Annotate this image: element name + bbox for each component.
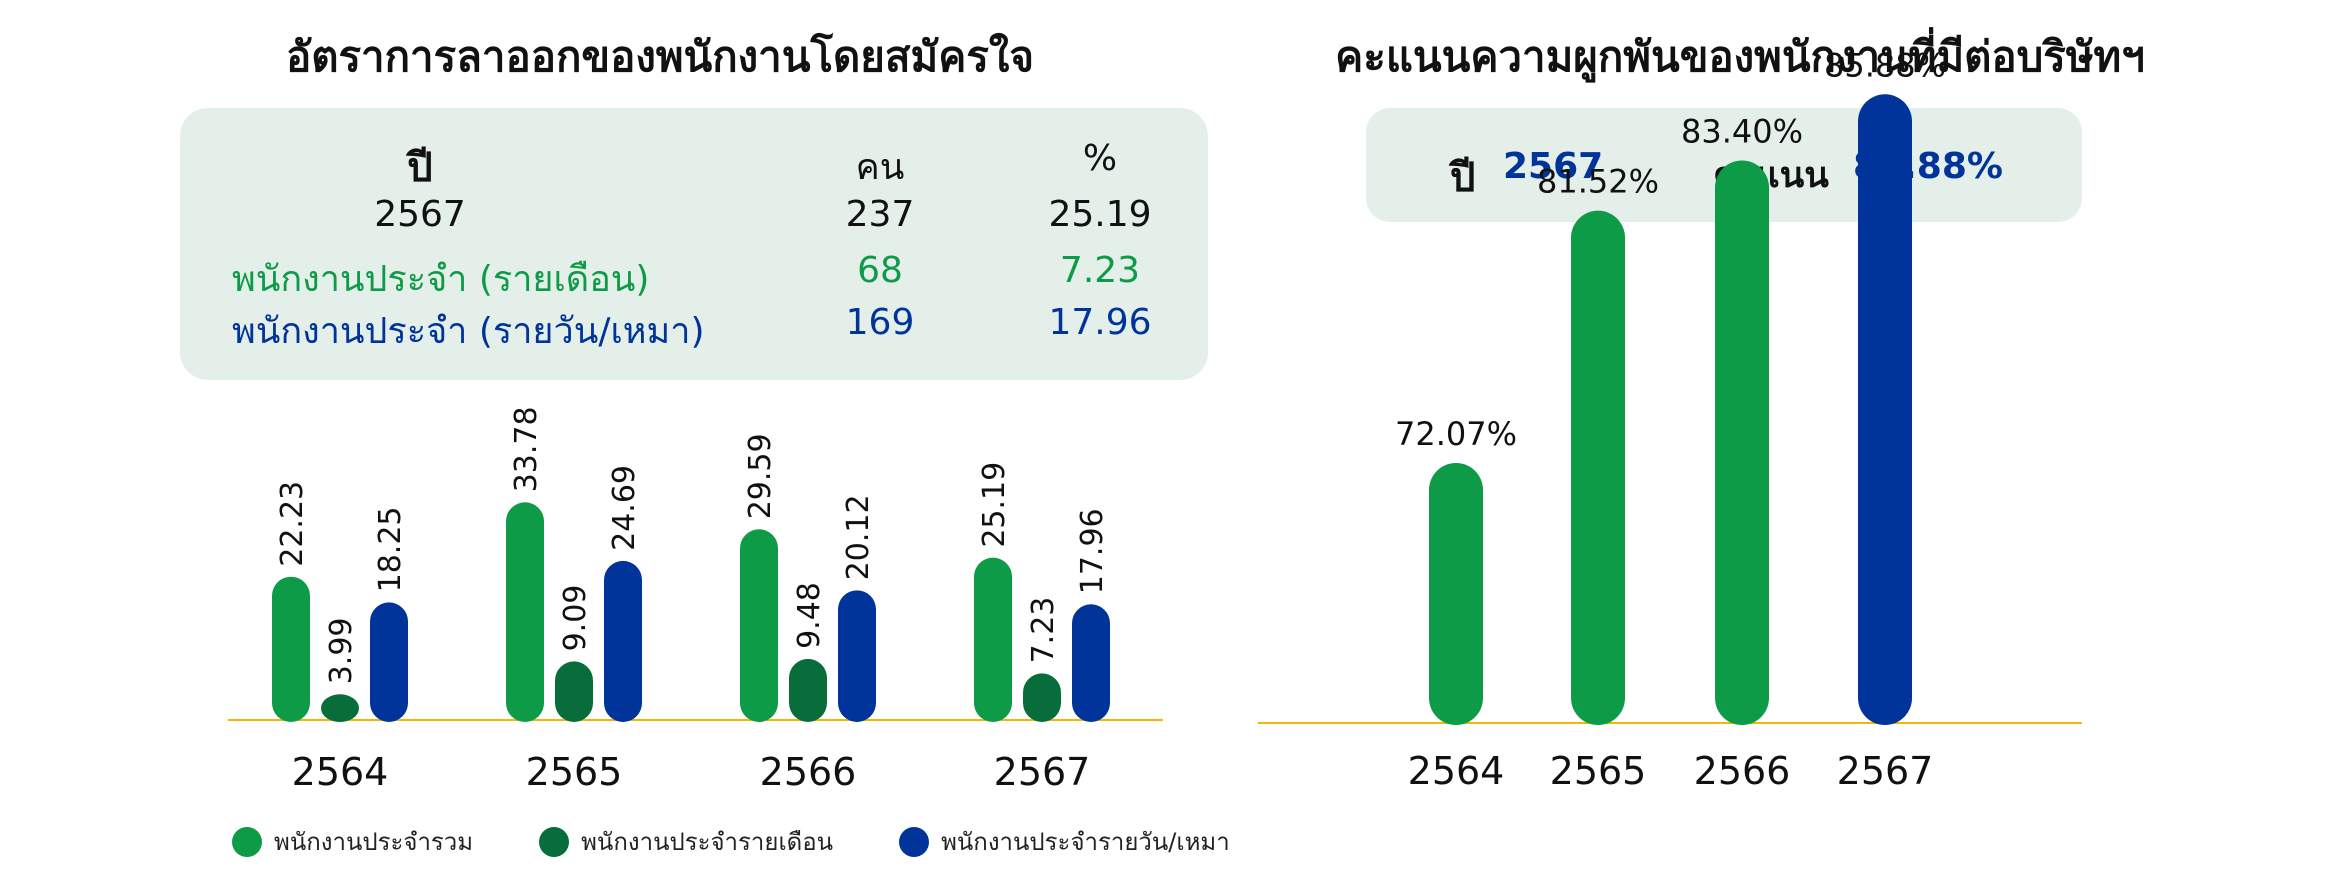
bar-label-2564-s3: 18.25 [373, 506, 408, 592]
bar-2567-s1 [974, 557, 1012, 722]
bar-label-2564-s1: 22.23 [275, 481, 310, 567]
table-total-year: 2567 [374, 194, 466, 235]
bar-2564-s1 [272, 576, 310, 722]
bar-label-2564-s2: 3.99 [324, 617, 359, 684]
left-chart-title: อัตราการลาออกของพนักงานโดยสมัครใจ [285, 32, 1035, 81]
bar-2567-s3 [1072, 604, 1110, 722]
engagement-x-tick-2565: 2565 [1550, 749, 1647, 793]
engagement-label-2567: 85.88% [1824, 46, 1946, 84]
engagement-bar-2566 [1715, 160, 1769, 725]
table-total-people: 237 [845, 194, 915, 235]
legend-label-daily: พนักงานประจำรายวัน/เหมา [941, 828, 1230, 856]
bar-2566-s1 [740, 529, 778, 722]
bar-label-2567-s3: 17.96 [1075, 508, 1110, 594]
bar-label-2567-s2: 7.23 [1026, 597, 1061, 664]
bar-label-2565-s2: 9.09 [558, 585, 593, 652]
x-tick-2564: 2564 [292, 750, 389, 794]
bar-2564-s3 [370, 602, 408, 722]
legend-item-total: พนักงานประจำรวม [232, 822, 473, 861]
x-tick-2566: 2566 [760, 750, 857, 794]
table-monthly-label: พนักงานประจำ (รายเดือน) [232, 259, 650, 300]
table-daily-people: 169 [845, 302, 915, 343]
engagement-label-2566: 83.40% [1681, 112, 1803, 150]
turnover-summary-panel [180, 108, 1208, 380]
legend-item-monthly: พนักงานประจำรายเดือน [539, 822, 833, 861]
engagement-bar-2567 [1858, 94, 1912, 725]
bar-2565-s1 [506, 502, 544, 722]
legend-label-total: พนักงานประจำรวม [274, 828, 474, 856]
legend-label-monthly: พนักงานประจำรายเดือน [581, 828, 834, 856]
bar-2565-s2 [555, 661, 593, 722]
engagement-x-tick-2567: 2567 [1837, 749, 1934, 793]
table-total-percent: 25.19 [1048, 194, 1152, 235]
bar-2567-s2 [1023, 673, 1061, 722]
engagement-bar-chart: 72.07% 2564 81.52% 2565 83.40% 2566 85.88% 2567 [1258, 46, 2082, 793]
engagement-bar-2564 [1429, 463, 1483, 725]
engagement-x-tick-2564: 2564 [1408, 749, 1505, 793]
table-header-year: ปี [407, 145, 433, 191]
table-header-percent: % [1082, 138, 1118, 179]
table-monthly-percent: 7.23 [1059, 250, 1141, 291]
table-daily-label: พนักงานประจำ (รายวัน/เหมา) [232, 311, 705, 352]
legend-swatch-daily [899, 826, 930, 857]
legend-swatch-monthly [539, 826, 570, 857]
table-header-people: คน [855, 147, 905, 188]
legend-swatch-total [232, 826, 262, 857]
bar-label-2566-s2: 9.48 [792, 582, 827, 649]
bar-2566-s2 [789, 658, 827, 722]
bar-2564-s2 [321, 694, 359, 722]
bar-label-2567-s1: 25.19 [977, 462, 1012, 548]
legend-item-daily: พนักงานประจำรายวัน/เหมา [899, 822, 1230, 861]
engagement-label-2565: 81.52% [1537, 163, 1659, 201]
x-tick-2565: 2565 [526, 750, 623, 794]
right-chart-title: คะแนนความผูกพันของพนักงานที่มีต่อบริษัทฯ [1335, 32, 2145, 81]
bar-2566-s3 [838, 590, 876, 722]
engagement-x-tick-2566: 2566 [1694, 749, 1791, 793]
x-tick-2567: 2567 [994, 750, 1091, 794]
table-monthly-people: 68 [857, 250, 903, 291]
bar-label-2566-s3: 20.12 [841, 494, 876, 580]
engagement-label-2564: 72.07% [1395, 415, 1517, 453]
turnover-legend: พนักงานประจำรวม พนักงานประจำรายเดือน พนั… [232, 822, 1230, 861]
bar-2565-s3 [604, 560, 642, 722]
turnover-bar-chart: 22.23 3.99 18.25 2564 33.78 9.09 24.69 2565 29.5… [228, 406, 1163, 794]
summary-year: 2567 [1503, 146, 1604, 187]
engagement-bar-2565 [1571, 210, 1625, 725]
bar-label-2565-s1: 33.78 [509, 406, 544, 492]
bar-label-2566-s1: 29.59 [743, 433, 778, 519]
summary-year-label: ปี [1450, 155, 1476, 201]
bar-label-2565-s3: 24.69 [607, 465, 642, 551]
table-daily-percent: 17.96 [1048, 302, 1152, 343]
